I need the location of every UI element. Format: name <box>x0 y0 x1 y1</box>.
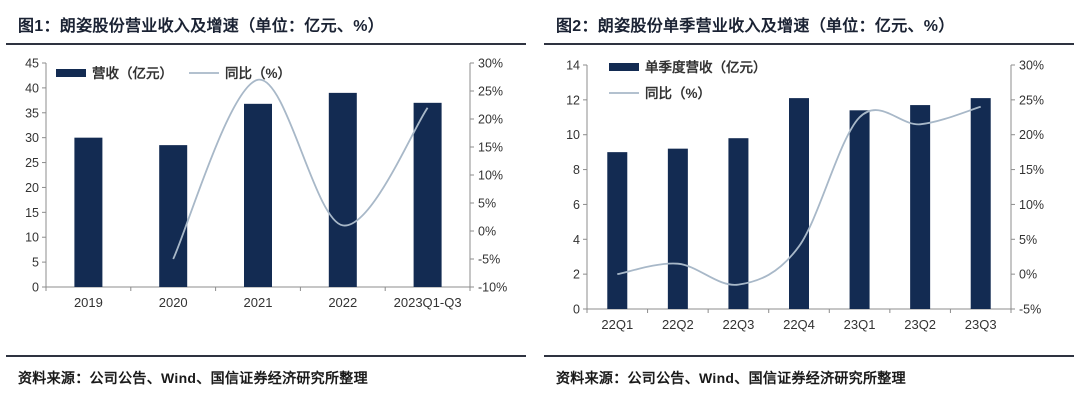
legend-label: 同比（%） <box>225 65 291 81</box>
right-axis-tick-label: 25% <box>478 85 503 99</box>
figure-1-source-divider <box>6 355 526 357</box>
right-axis-tick-label: -5% <box>478 253 500 267</box>
x-axis-category-label: 2019 <box>74 295 103 310</box>
yoy-growth-line <box>172 78 429 260</box>
right-axis-tick-label: -10% <box>478 281 507 295</box>
revenue-bar <box>789 98 809 309</box>
x-axis-category-label: 23Q3 <box>965 317 997 332</box>
legend-label: 营收（亿元） <box>92 65 173 81</box>
right-axis-tick-label: 20% <box>478 113 503 127</box>
revenue-bar <box>667 148 688 309</box>
x-axis-category-label: 22Q3 <box>723 317 755 332</box>
x-axis-category-label: 22Q1 <box>601 317 633 332</box>
left-axis-tick-label: 0 <box>32 281 39 295</box>
figure-2-source-divider <box>544 355 1074 357</box>
revenue-bar <box>244 103 272 287</box>
right-axis-tick-label: 25% <box>1019 93 1044 107</box>
x-axis-category-label: 23Q2 <box>904 317 936 332</box>
figure-2-source: 资料来源：公司公告、Wind、国信证券经济研究所整理 <box>556 370 906 386</box>
x-axis-category-label: 23Q1 <box>844 317 876 332</box>
revenue-bar <box>910 105 931 309</box>
right-axis-tick-label: 10% <box>1019 198 1044 212</box>
annual-revenue-chart: 0 5 10 15 20 25 30 35 40 45 -10% -5% 0% 5% 10% 15% 20% 25… <box>25 57 507 311</box>
left-axis-tick-label: 6 <box>573 198 580 212</box>
quarterly-revenue-chart: 0 2 4 6 8 10 12 14 -5% 0% 5% 10% 15% 20% 25% 30% 22Q1 22Q… <box>566 59 1044 333</box>
left-axis-tick-label: 12 <box>566 93 580 107</box>
x-axis-category-label: 22Q2 <box>662 317 694 332</box>
revenue-bar <box>728 138 749 309</box>
x-axis-category-label: 2021 <box>244 295 273 310</box>
figure-1-source: 资料来源：公司公告、Wind、国信证券经济研究所整理 <box>18 370 368 386</box>
left-axis-tick-label: 8 <box>573 163 580 177</box>
figure-panel-1: 图1：朗姿股份营业收入及增速（单位：亿元、%） 0 5 10 15 20 25 30 35 40… <box>6 18 526 386</box>
x-axis-category-label: 2022 <box>328 295 357 310</box>
revenue-bar <box>328 92 357 287</box>
right-axis-tick-label: 15% <box>1019 163 1044 177</box>
revenue-bar <box>413 102 442 287</box>
left-axis-tick-label: 15 <box>25 206 39 220</box>
left-axis-tick-label: 0 <box>573 303 580 317</box>
left-axis-tick-label: 2 <box>573 268 580 282</box>
yoy-growth-line <box>617 105 981 286</box>
legend-bar-swatch <box>56 69 86 77</box>
revenue-bar <box>970 98 991 309</box>
figure-2-title-divider <box>544 43 1074 45</box>
right-axis-tick-label: 0% <box>1019 268 1037 282</box>
right-axis-tick-label: 5% <box>1019 233 1037 247</box>
left-axis-tick-label: 40 <box>25 81 39 95</box>
right-axis-tick-label: 30% <box>478 57 503 71</box>
right-axis-tick-label: 20% <box>1019 128 1044 142</box>
left-axis-tick-label: 45 <box>25 57 39 71</box>
revenue-bar <box>607 152 628 309</box>
right-axis-tick-label: 15% <box>478 141 503 155</box>
legend-bar-swatch <box>609 63 639 71</box>
revenue-bar <box>849 110 870 309</box>
x-axis-category-label: 2020 <box>159 295 188 310</box>
left-axis-tick-label: 5 <box>32 256 39 270</box>
figure-panel-2: 图2：朗姿股份单季营业收入及增速（单位：亿元、%） 0 2 4 6 8 10 12 14 -5%… <box>540 0 1080 404</box>
left-axis-tick-label: 10 <box>566 128 580 142</box>
left-axis-tick-label: 10 <box>25 231 39 245</box>
left-axis-tick-label: 35 <box>25 106 39 120</box>
left-axis-tick-label: 25 <box>25 156 39 170</box>
legend-label: 同比（%） <box>645 85 711 101</box>
revenue-bar <box>74 137 103 287</box>
right-axis-tick-label: 30% <box>1019 59 1044 73</box>
figure-1-title: 图1：朗姿股份营业收入及增速（单位：亿元、%） <box>18 18 385 35</box>
x-axis-category-label: 2023Q1-Q3 <box>394 295 462 310</box>
legend-label: 单季度营收（亿元） <box>645 59 767 75</box>
x-axis-category-label: 22Q4 <box>783 317 815 332</box>
right-axis-tick-label: -5% <box>1019 303 1041 317</box>
right-axis-tick-label: 0% <box>478 225 496 239</box>
right-axis-tick-label: 5% <box>478 197 496 211</box>
right-axis-tick-label: 10% <box>478 169 503 183</box>
figure-2-title: 图2：朗姿股份单季营业收入及增速（单位：亿元、%） <box>556 18 955 35</box>
left-axis-tick-label: 4 <box>573 233 580 247</box>
revenue-bar <box>159 145 188 287</box>
left-axis-tick-label: 20 <box>25 181 39 195</box>
left-axis-tick-label: 14 <box>566 59 580 73</box>
left-axis-tick-label: 30 <box>25 131 39 145</box>
figure-1-title-divider <box>6 43 526 45</box>
